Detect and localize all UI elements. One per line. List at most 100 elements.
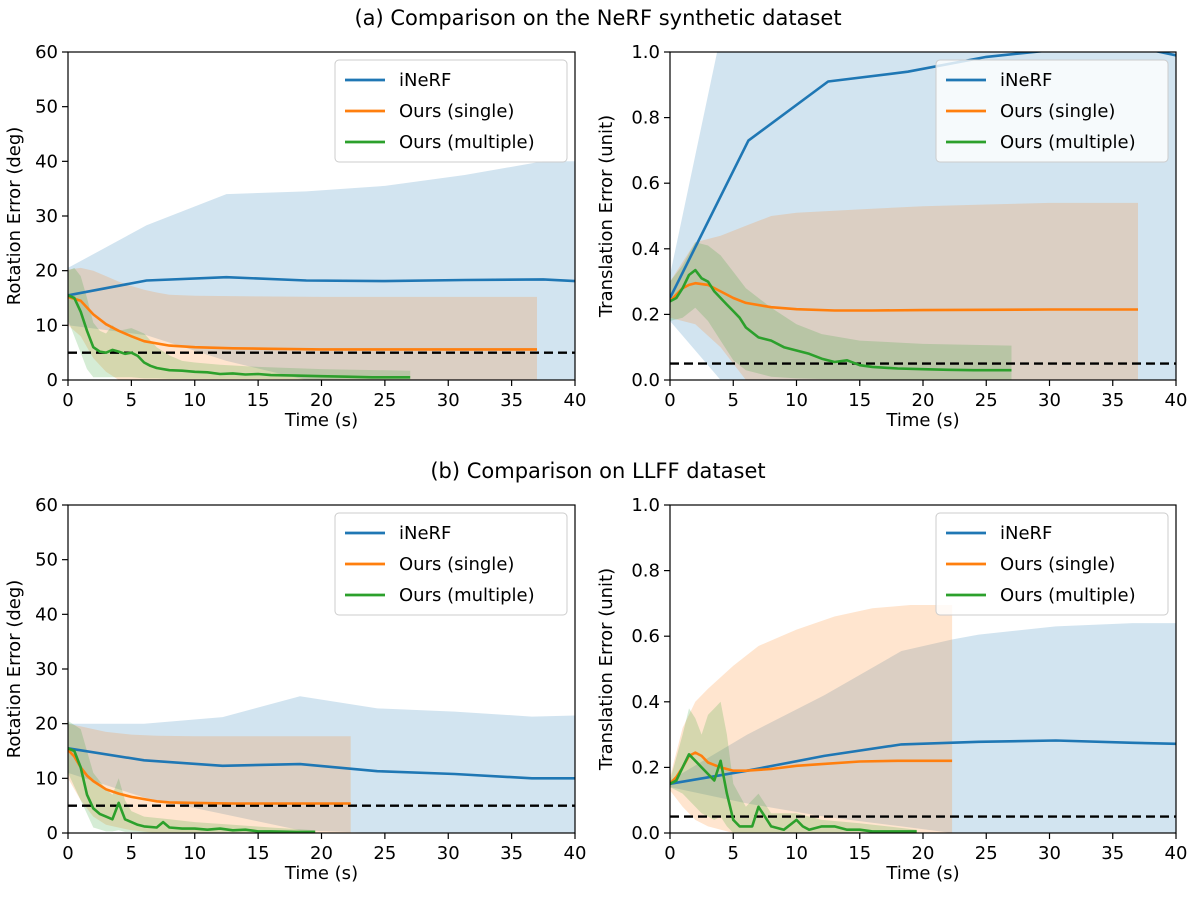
y-axis-label: Translation Error (unit) <box>596 568 617 771</box>
y-tick-label: 50 <box>35 550 58 571</box>
chart-b-rotation: 0 5 10 15 20 25 30 35 40 0 10 20 30 40 50 60 Time (s) Rot… <box>4 495 586 884</box>
y-tick-label: 0.2 <box>631 304 660 325</box>
x-tick-label: 35 <box>500 390 523 411</box>
band-single <box>670 605 953 833</box>
line-inerf <box>68 275 575 297</box>
x-tick-label: 35 <box>1101 390 1124 411</box>
plot-area <box>68 161 575 380</box>
y-tick-label: 0 <box>47 370 58 391</box>
y-tick-label: 60 <box>35 495 58 516</box>
chart-b-translation: 0 5 10 15 20 25 30 35 40 0.0 0.2 0.4 0.6 0.8 1.0 Time (… <box>596 495 1187 884</box>
band-inerf <box>670 623 1176 833</box>
line-single <box>68 749 351 805</box>
y-axis-label: Translation Error (unit) <box>596 115 617 318</box>
line-multiple <box>670 752 917 833</box>
section-a-title: (a) Comparison on the NeRF synthetic dat… <box>354 6 841 30</box>
line-multiple <box>68 747 316 833</box>
x-axis-label: Time (s) <box>885 410 959 431</box>
legend-label-multiple: Ours (multiple) <box>399 132 535 153</box>
plot-area <box>670 605 1176 833</box>
legend: iNeRF Ours (single) Ours (multiple) <box>935 512 1169 616</box>
y-tick-label: 0.4 <box>631 239 660 260</box>
x-tick-label: 20 <box>310 843 333 864</box>
line-inerf <box>68 747 575 780</box>
legend-label-multiple: Ours (multiple) <box>1000 132 1136 153</box>
y-tick-label: 0.2 <box>631 757 660 778</box>
legend-label-inerf: iNeRF <box>399 70 451 91</box>
y-tick-label: 1.0 <box>631 42 660 63</box>
x-tick-label: 20 <box>912 843 935 864</box>
y-tick-label: 10 <box>35 315 58 336</box>
band-multiple <box>670 701 917 833</box>
x-tick-label: 15 <box>848 843 871 864</box>
x-tick-label: 15 <box>247 843 270 864</box>
y-tick-label: 0.0 <box>631 370 660 391</box>
y-tick-label: 40 <box>35 151 58 172</box>
x-tick-label: 15 <box>247 390 270 411</box>
band-multiple <box>68 720 316 833</box>
x-tick-label: 40 <box>564 843 587 864</box>
x-tick-label: 20 <box>912 390 935 411</box>
x-tick-label: 10 <box>183 843 206 864</box>
legend-label-single: Ours (single) <box>1000 101 1115 122</box>
y-tick-label: 20 <box>35 714 58 735</box>
band-single <box>670 202 1138 380</box>
x-tick-label: 5 <box>728 843 739 864</box>
x-tick-label: 25 <box>975 390 998 411</box>
line-single <box>68 295 537 351</box>
line-single <box>670 281 1138 312</box>
x-tick-label: 30 <box>1038 390 1061 411</box>
band-inerf <box>68 696 575 833</box>
x-tick-label: 30 <box>437 843 460 864</box>
y-tick-label: 0.6 <box>631 173 660 194</box>
band-inerf <box>68 161 575 380</box>
y-axis-label: Rotation Error (deg) <box>4 127 25 306</box>
legend-label-multiple: Ours (multiple) <box>399 585 535 606</box>
x-tick-label: 0 <box>62 843 73 864</box>
legend: iNeRF Ours (single) Ours (multiple) <box>334 512 568 616</box>
x-tick-label: 0 <box>664 843 675 864</box>
x-axis-label: Time (s) <box>284 410 358 431</box>
x-tick-label: 25 <box>975 843 998 864</box>
x-tick-label: 40 <box>1165 843 1188 864</box>
x-tick-label: 25 <box>373 390 396 411</box>
y-tick-label: 60 <box>35 42 58 63</box>
chart-a-translation: 0 5 10 15 20 25 30 35 40 0.0 0.2 0.4 0.6 0.8 1.0 Time (… <box>596 42 1188 431</box>
x-tick-label: 15 <box>848 390 871 411</box>
legend-label-single: Ours (single) <box>399 554 514 575</box>
plot-area <box>68 696 575 833</box>
y-tick-label: 10 <box>35 768 58 789</box>
legend-box <box>935 59 1169 163</box>
y-tick-label: 30 <box>35 206 58 227</box>
y-tick-label: 20 <box>35 261 58 282</box>
x-tick-label: 5 <box>728 390 739 411</box>
line-inerf <box>670 739 1176 786</box>
x-tick-label: 40 <box>1165 390 1188 411</box>
x-tick-label: 20 <box>310 390 333 411</box>
legend-box <box>935 512 1169 616</box>
x-tick-label: 30 <box>1038 843 1061 864</box>
legend-label-single: Ours (single) <box>1000 554 1115 575</box>
x-tick-label: 25 <box>373 843 396 864</box>
x-tick-label: 10 <box>785 843 808 864</box>
x-tick-label: 40 <box>564 390 587 411</box>
y-tick-label: 1.0 <box>631 495 660 516</box>
y-tick-label: 0 <box>47 823 58 844</box>
x-tick-label: 10 <box>183 390 206 411</box>
legend: iNeRF Ours (single) Ours (multiple) <box>334 59 568 163</box>
x-tick-label: 10 <box>785 390 808 411</box>
x-axis-label: Time (s) <box>885 863 959 884</box>
line-multiple <box>670 268 1012 372</box>
x-tick-label: 30 <box>437 390 460 411</box>
chart-a-rotation: 0 5 10 15 20 25 30 35 40 0 10 20 30 40 50 60 Time (s) Rot… <box>4 42 586 431</box>
x-axis-label: Time (s) <box>284 863 358 884</box>
section-b-title: (b) Comparison on LLFF dataset <box>430 459 765 483</box>
legend-label-multiple: Ours (multiple) <box>1000 585 1136 606</box>
y-tick-label: 0.4 <box>631 692 660 713</box>
x-tick-label: 5 <box>126 390 137 411</box>
x-tick-label: 0 <box>62 390 73 411</box>
x-tick-label: 0 <box>664 390 675 411</box>
y-tick-label: 0.8 <box>631 108 660 129</box>
legend-label-single: Ours (single) <box>399 101 514 122</box>
